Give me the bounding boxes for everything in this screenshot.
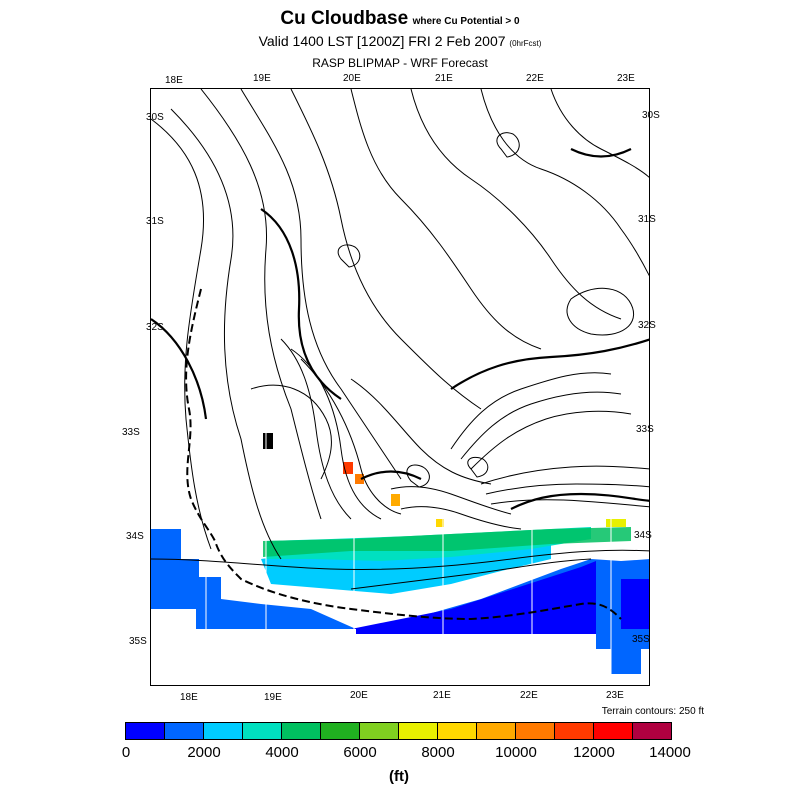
color-swatch bbox=[594, 723, 633, 739]
lon-label-bottom: 21E bbox=[433, 690, 451, 701]
lon-label-bottom: 23E bbox=[606, 690, 624, 701]
cloudbase-cell bbox=[343, 462, 353, 474]
title-main: Cu Cloudbase bbox=[280, 8, 409, 29]
map-title: Cu Cloudbase where Cu Potential > 0 bbox=[0, 8, 800, 30]
lat-label-right: 31S bbox=[638, 214, 656, 225]
terrain-contours bbox=[151, 89, 649, 590]
color-swatch bbox=[321, 723, 360, 739]
color-swatch bbox=[282, 723, 321, 739]
lon-label-top: 18E bbox=[165, 75, 183, 86]
lon-label-top: 20E bbox=[343, 73, 361, 84]
grid-meridians bbox=[205, 89, 612, 685]
lon-label-bottom: 22E bbox=[520, 690, 538, 701]
map-panel bbox=[150, 88, 650, 686]
cloudbase-cell bbox=[606, 519, 626, 527]
lon-label-top: 22E bbox=[526, 73, 544, 84]
lat-label-right: 30S bbox=[642, 110, 660, 121]
lat-label-right: 33S bbox=[636, 424, 654, 435]
color-swatch bbox=[399, 723, 438, 739]
scale-tick-label: 10000 bbox=[495, 744, 537, 761]
lat-label-right: 32S bbox=[638, 320, 656, 331]
cloudbase-cell bbox=[263, 433, 273, 449]
color-swatch bbox=[633, 723, 671, 739]
lon-label-top: 23E bbox=[617, 73, 635, 84]
color-scale-bar bbox=[125, 722, 672, 740]
no-data-block bbox=[356, 634, 596, 685]
coast-fill-high bbox=[263, 527, 631, 557]
cloudbase-cell bbox=[436, 519, 444, 527]
cloudbase-cell bbox=[355, 474, 364, 484]
valid-time: Valid 1400 LST [1200Z] FRI 2 Feb 2007 (0… bbox=[0, 33, 800, 49]
scale-unit: (ft) bbox=[389, 768, 409, 785]
terrain-contour-note: Terrain contours: 250 ft bbox=[601, 706, 704, 717]
scale-tick-label: 4000 bbox=[265, 744, 299, 761]
lon-label-top: 21E bbox=[435, 73, 453, 84]
map-canvas bbox=[151, 89, 649, 685]
title-note: where Cu Potential > 0 bbox=[412, 16, 520, 27]
lon-label-bottom: 20E bbox=[350, 690, 368, 701]
color-swatch bbox=[243, 723, 282, 739]
scale-tick-label: 0 bbox=[121, 744, 131, 761]
scale-tick-label: 6000 bbox=[343, 744, 377, 761]
color-swatch bbox=[477, 723, 516, 739]
color-swatch bbox=[126, 723, 165, 739]
scale-tick-label: 2000 bbox=[187, 744, 221, 761]
no-data-block bbox=[151, 609, 196, 685]
no-data-block bbox=[621, 579, 649, 629]
lon-label-bottom: 18E bbox=[180, 692, 198, 703]
color-swatch bbox=[516, 723, 555, 739]
scale-tick-label: 8000 bbox=[421, 744, 455, 761]
coastline bbox=[185, 288, 622, 621]
lat-label-left: 33S bbox=[122, 427, 140, 438]
valid-line: Valid 1400 LST [1200Z] FRI 2 Feb 2007 bbox=[258, 33, 506, 49]
color-swatch bbox=[360, 723, 399, 739]
lat-label-right: 35S bbox=[632, 634, 650, 645]
color-swatch bbox=[204, 723, 243, 739]
lat-label-left: 31S bbox=[146, 216, 164, 227]
scale-tick-label: 12000 bbox=[573, 744, 615, 761]
lon-label-bottom: 19E bbox=[264, 692, 282, 703]
forecast-hour: (0hrFcst) bbox=[509, 39, 542, 48]
color-swatch bbox=[165, 723, 204, 739]
no-data-block bbox=[611, 634, 641, 674]
no-data-block bbox=[196, 629, 356, 685]
cloudbase-cell bbox=[391, 494, 400, 506]
subtitle: RASP BLIPMAP - WRF Forecast bbox=[312, 56, 488, 70]
lat-label-left: 35S bbox=[129, 636, 147, 647]
major-contours bbox=[151, 148, 649, 510]
color-swatch bbox=[555, 723, 594, 739]
lon-label-top: 19E bbox=[253, 73, 271, 84]
lat-label-left: 32S bbox=[146, 322, 164, 333]
deep-ocean-fill bbox=[351, 561, 596, 634]
lat-label-right: 34S bbox=[634, 530, 652, 541]
scale-tick-label: 14000 bbox=[649, 744, 691, 761]
color-swatch bbox=[438, 723, 477, 739]
lat-label-left: 30S bbox=[146, 112, 164, 123]
lat-label-left: 34S bbox=[126, 531, 144, 542]
